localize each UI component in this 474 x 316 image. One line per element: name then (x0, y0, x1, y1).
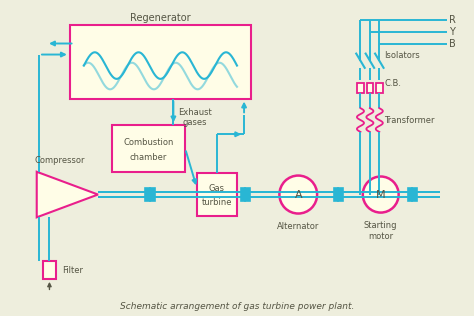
Text: Gas: Gas (209, 184, 225, 193)
Text: Alternator: Alternator (277, 222, 319, 231)
FancyBboxPatch shape (334, 188, 338, 201)
Text: Starting
motor: Starting motor (364, 221, 398, 240)
FancyBboxPatch shape (246, 188, 250, 201)
Circle shape (279, 176, 317, 214)
FancyBboxPatch shape (43, 261, 56, 279)
Text: Y: Y (449, 27, 455, 37)
FancyBboxPatch shape (197, 173, 237, 216)
FancyBboxPatch shape (112, 125, 185, 172)
Text: turbine: turbine (202, 198, 232, 207)
Text: chamber: chamber (130, 153, 167, 161)
Text: Isolators: Isolators (384, 52, 420, 60)
Text: Schematic arrangement of gas turbine power plant.: Schematic arrangement of gas turbine pow… (120, 301, 354, 311)
FancyBboxPatch shape (376, 83, 383, 93)
FancyBboxPatch shape (150, 188, 155, 201)
Text: Filter: Filter (62, 265, 82, 275)
FancyBboxPatch shape (412, 188, 417, 201)
Circle shape (363, 177, 399, 213)
Text: Compressor: Compressor (35, 156, 85, 165)
Polygon shape (36, 172, 98, 217)
Text: Combustion: Combustion (123, 138, 174, 147)
FancyBboxPatch shape (408, 188, 412, 201)
FancyBboxPatch shape (338, 188, 343, 201)
FancyBboxPatch shape (70, 25, 251, 99)
Text: Transformer: Transformer (384, 116, 435, 125)
FancyBboxPatch shape (241, 188, 246, 201)
FancyBboxPatch shape (366, 83, 373, 93)
Text: Exhaust
gases: Exhaust gases (178, 108, 211, 127)
Text: Regenerator: Regenerator (130, 13, 191, 23)
Text: M: M (376, 190, 385, 199)
Text: B: B (449, 39, 456, 49)
FancyBboxPatch shape (357, 83, 364, 93)
FancyBboxPatch shape (145, 188, 150, 201)
Text: C.B.: C.B. (384, 78, 401, 88)
Text: A: A (294, 190, 302, 199)
Text: R: R (449, 15, 456, 25)
